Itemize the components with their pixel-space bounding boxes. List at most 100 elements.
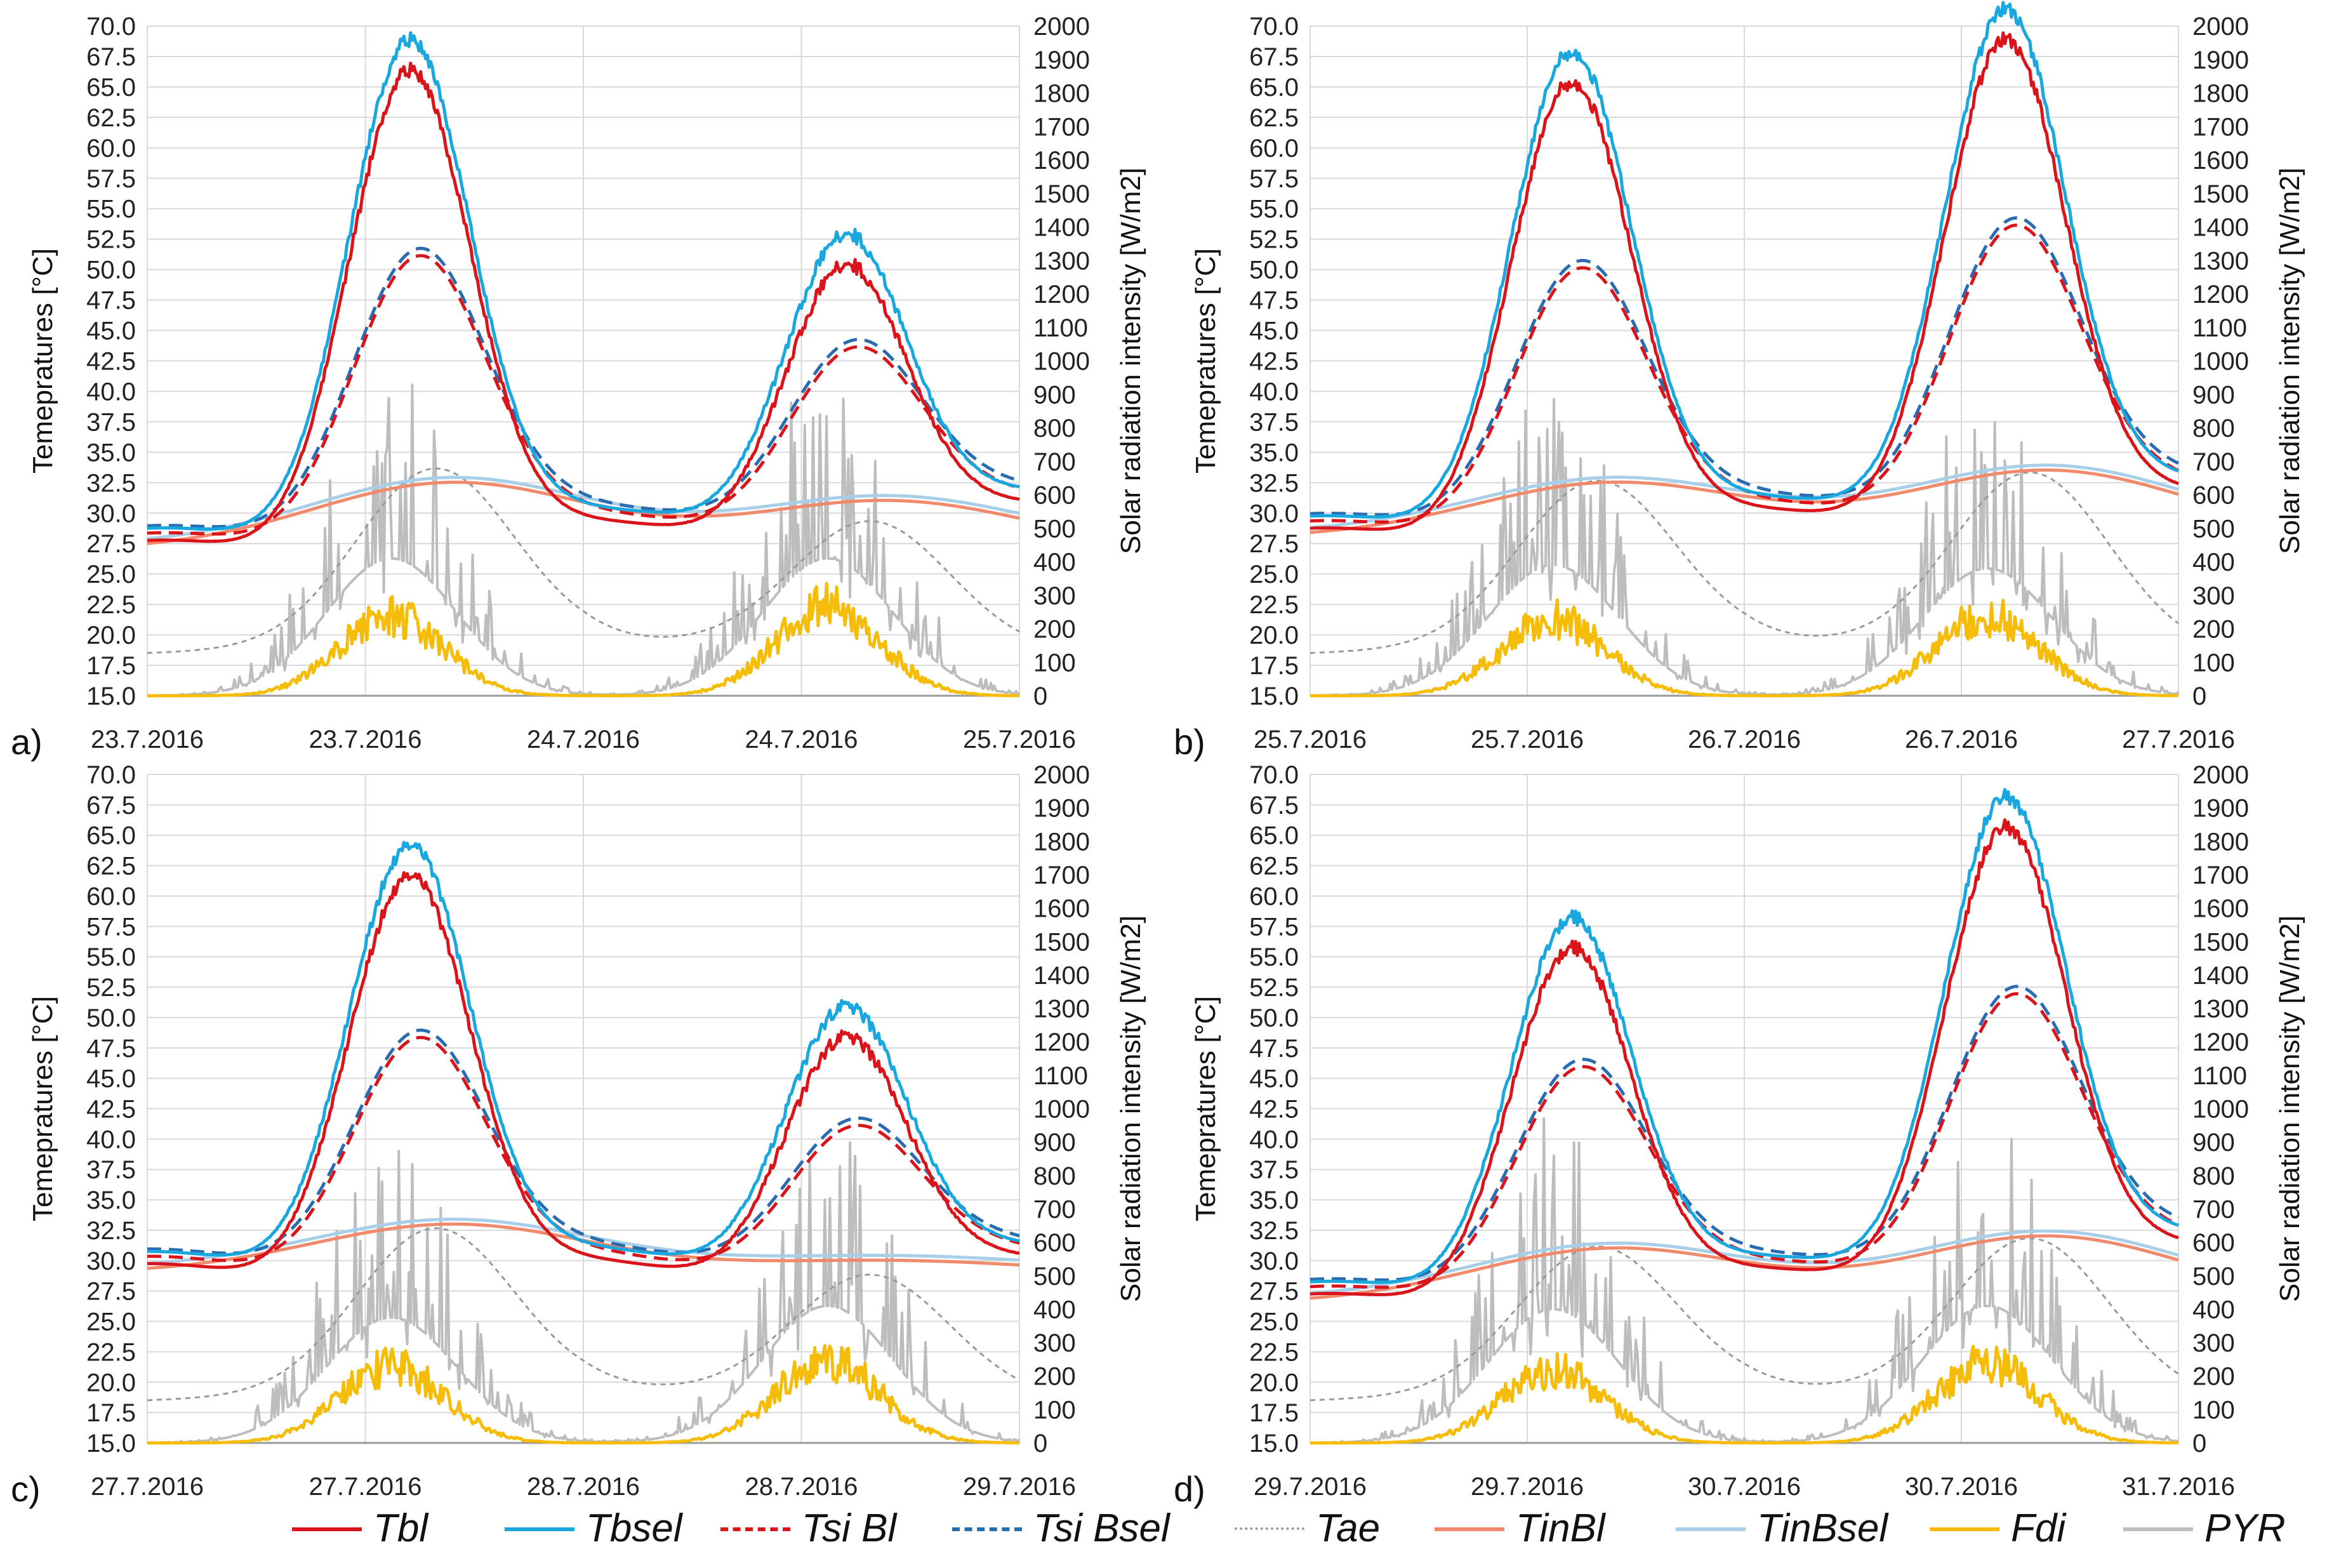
y-right-tick-label: 1700 [2192, 861, 2249, 889]
chart-panel-3: 70.0 67.565.0 62.560.0 57.555.0 52.550.0 47.5… [11, 761, 1146, 1509]
y-left-ticks: 70.067.565.062.560.057.555.052.550.047.5… [86, 13, 136, 710]
y-left-tick-label: 30.0 [86, 1247, 136, 1275]
y-left-tick-label: 15.0 [86, 682, 136, 710]
y-right-tick-label: 800 [1033, 415, 1076, 442]
y-right-tick-label: 700 [1033, 1195, 1076, 1223]
y-right-tick-label: 1400 [2192, 962, 2249, 990]
series-tinbl-line [1309, 468, 2179, 535]
y-right-tick-label: 600 [1033, 1229, 1076, 1257]
legend-swatch-tbsel [505, 1527, 574, 1531]
y-right-tick-label: 900 [1033, 381, 1076, 409]
y-left-tick-label: 17.5 [1249, 1399, 1299, 1427]
y-right-tick-label: 1600 [1033, 147, 1090, 175]
series-tae-line [147, 1227, 1020, 1402]
y-left-tick-label: 65.0 [86, 822, 136, 850]
legend-label-tinbl: TinBl [1516, 1506, 1605, 1550]
series-fdi-line [147, 581, 1019, 698]
legend-swatch-tinbsel [1676, 1527, 1746, 1531]
y-left-tick-label: 50.0 [1249, 1004, 1299, 1032]
y-left-tick-label: 67.5 [86, 43, 136, 71]
y-left-ticks: 70.067.565.062.560.057.555.052.550.047.5… [1249, 761, 1299, 1458]
x-tick-label: 25.7.2016 [963, 726, 1076, 754]
y-right-ticks: 2000190018001700160015001400130012001100… [2192, 761, 2249, 1458]
y-left-tick-label: 20.0 [86, 621, 136, 649]
y-right-tick-label: 1000 [2192, 348, 2249, 376]
x-ticks: 25.7.2016 25.7.2016 26.7.2016 26.7.2016 27.7… [1254, 726, 2235, 754]
y-right-tick-label: 400 [1033, 1296, 1076, 1324]
y-left-tick-label: 62.5 [86, 104, 136, 132]
y-right-tick-label: 1600 [1033, 895, 1090, 923]
y-right-tick-label: 200 [2192, 616, 2235, 644]
x-tick-label: 31.7.2016 [2122, 1473, 2235, 1501]
x-tick-label: 27.7.2016 [309, 1473, 422, 1501]
y-right-tick-label: 1300 [2192, 995, 2249, 1023]
y-right-tick-label: 1500 [1033, 180, 1090, 208]
y-left-tick-label: 42.5 [1249, 348, 1299, 376]
series-tbsel-line [147, 840, 1020, 1257]
y-right-tick-label: 1000 [2192, 1096, 2249, 1124]
y-right-tick-label: 1500 [1033, 928, 1090, 956]
y-left-ticks: 70.067.565.062.560.057.555.052.550.047.5… [1249, 13, 1299, 710]
y-right-tick-label: 0 [2192, 682, 2206, 710]
panel-label: c) [11, 1469, 41, 1509]
y-left-tick-label: 37.5 [86, 408, 136, 436]
y-right-axis-title: Solar radiation intensity [W/m2] [1115, 915, 1146, 1302]
y-left-tick-label: 42.5 [1249, 1096, 1299, 1124]
y-left-tick-label: 62.5 [1249, 853, 1299, 880]
x-tick-label: 28.7.2016 [527, 1473, 640, 1501]
y-left-tick-label: 20.0 [86, 1369, 136, 1397]
y-left-tick-label: 50.0 [1249, 256, 1299, 284]
y-left-tick-label: 27.5 [1249, 530, 1299, 558]
y-left-tick-label: 35.0 [1249, 1186, 1299, 1214]
y-right-tick-label: 500 [1033, 1263, 1076, 1291]
y-left-tick-label: 70.0 [1249, 13, 1299, 41]
y-left-tick-label: 60.0 [86, 882, 136, 910]
y-right-tick-label: 100 [2192, 1396, 2235, 1424]
y-right-tick-label: 500 [2192, 1263, 2235, 1291]
y-left-tick-label: 57.5 [1249, 165, 1299, 193]
y-right-tick-label: 1300 [1033, 247, 1090, 275]
y-right-axis-title: Solar radiation intensity [W/m2] [2274, 915, 2305, 1302]
panel-label: a) [11, 722, 43, 762]
x-ticks: 23.7.2016 23.7.2016 24.7.2016 24.7.2016 25.7… [91, 726, 1076, 754]
y-right-tick-label: 700 [1033, 448, 1076, 476]
x-tick-label: 25.7.2016 [1471, 726, 1584, 754]
series-tinbsel-line [147, 1218, 1020, 1265]
y-right-tick-label: 1700 [2192, 113, 2249, 141]
y-left-tick-label: 25.0 [1249, 1308, 1299, 1336]
y-right-tick-label: 1200 [2192, 1028, 2249, 1056]
y-right-axis-title: Solar radiation intensity [W/m2] [1115, 168, 1146, 554]
y-left-tick-label: 30.0 [1249, 1247, 1299, 1275]
y-right-tick-label: 800 [1033, 1162, 1076, 1190]
y-right-tick-label: 1900 [2192, 795, 2249, 823]
y-right-ticks: 2000190018001700160015001400130012001100… [1033, 761, 1090, 1458]
y-right-tick-label: 100 [1033, 649, 1076, 677]
y-left-tick-label: 35.0 [86, 439, 136, 467]
y-right-tick-label: 700 [2192, 1195, 2235, 1223]
series-fdi-line [1310, 1345, 2178, 1445]
series-tbl-line [147, 871, 1020, 1269]
y-left-tick-label: 45.0 [1249, 317, 1299, 345]
legend-swatch-tae [1235, 1527, 1304, 1530]
y-left-tick-label: 67.5 [1249, 43, 1299, 71]
y-left-tick-label: 20.0 [1249, 621, 1299, 649]
y-left-tick-label: 37.5 [86, 1156, 136, 1184]
y-left-tick-label: 32.5 [1249, 1217, 1299, 1245]
legend-label-tbsel: Tbsel [586, 1506, 682, 1550]
y-left-tick-label: 32.5 [1249, 469, 1299, 497]
y-right-tick-label: 2000 [2192, 13, 2249, 41]
series-tae-line [1309, 471, 2179, 654]
y-right-tick-label: 300 [1033, 1329, 1076, 1357]
y-right-tick-label: 1500 [2192, 180, 2249, 208]
legend-swatch-tsi-bl [720, 1527, 790, 1531]
y-right-tick-label: 100 [2192, 649, 2235, 677]
y-right-tick-label: 900 [1033, 1129, 1076, 1157]
y-right-tick-label: 200 [1033, 616, 1076, 644]
y-right-tick-label: 500 [2192, 515, 2235, 543]
y-right-tick-label: 800 [2192, 415, 2235, 442]
y-right-tick-label: 1200 [1033, 1028, 1090, 1056]
y-left-tick-label: 65.0 [1249, 74, 1299, 102]
y-left-tick-label: 25.0 [1249, 561, 1299, 588]
x-tick-label: 26.7.2016 [1688, 726, 1801, 754]
y-left-tick-label: 15.0 [1249, 1430, 1299, 1458]
